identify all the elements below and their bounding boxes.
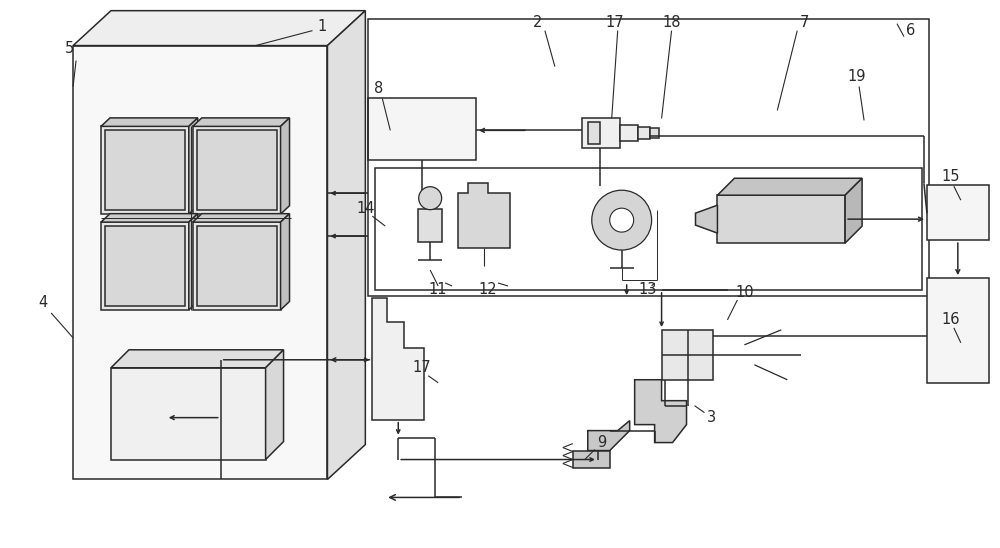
Text: 2: 2 <box>533 15 543 30</box>
Polygon shape <box>193 214 290 222</box>
Polygon shape <box>588 421 630 450</box>
Bar <box>73 45 327 480</box>
Polygon shape <box>635 380 687 443</box>
Text: 7: 7 <box>800 15 809 30</box>
Text: 8: 8 <box>374 81 383 96</box>
Polygon shape <box>193 118 290 127</box>
Text: 16: 16 <box>942 312 960 327</box>
Text: 14: 14 <box>356 201 375 216</box>
Circle shape <box>419 187 442 210</box>
Bar <box>662 330 713 380</box>
Bar <box>101 222 189 310</box>
Polygon shape <box>372 298 424 420</box>
Bar <box>717 195 845 243</box>
Text: 10: 10 <box>735 286 754 300</box>
Text: 17: 17 <box>413 360 432 375</box>
Bar <box>650 128 659 138</box>
Bar <box>193 222 281 310</box>
Bar <box>105 130 185 210</box>
Polygon shape <box>717 178 862 195</box>
Circle shape <box>610 208 634 232</box>
Text: 13: 13 <box>638 282 657 298</box>
Bar <box>197 226 277 306</box>
Bar <box>105 226 185 306</box>
Polygon shape <box>696 205 717 233</box>
Bar <box>101 127 189 214</box>
Polygon shape <box>281 118 290 214</box>
Text: 3: 3 <box>707 410 716 425</box>
Text: 18: 18 <box>662 15 681 30</box>
Polygon shape <box>266 350 284 460</box>
Bar <box>368 99 476 160</box>
Circle shape <box>592 190 652 250</box>
Text: 11: 11 <box>429 282 447 298</box>
Bar <box>197 130 277 210</box>
Bar <box>111 368 266 460</box>
Polygon shape <box>327 10 365 479</box>
Text: 1: 1 <box>318 19 327 34</box>
Bar <box>375 168 922 290</box>
Polygon shape <box>281 214 290 310</box>
Polygon shape <box>573 450 610 467</box>
Bar <box>368 19 929 296</box>
Bar <box>193 127 281 214</box>
Text: 15: 15 <box>942 169 960 184</box>
Text: 19: 19 <box>848 69 866 84</box>
Text: 17: 17 <box>605 15 624 30</box>
Bar <box>927 278 989 383</box>
Bar <box>927 185 989 240</box>
Text: 4: 4 <box>39 295 48 310</box>
Polygon shape <box>458 183 510 248</box>
Text: 9: 9 <box>597 435 606 450</box>
Polygon shape <box>418 209 442 242</box>
Text: 6: 6 <box>906 23 916 38</box>
Polygon shape <box>845 178 862 243</box>
Bar <box>638 127 650 139</box>
Bar <box>620 125 638 141</box>
Polygon shape <box>101 118 198 127</box>
Polygon shape <box>189 214 198 310</box>
Polygon shape <box>111 350 284 368</box>
Bar <box>582 118 620 149</box>
Text: 12: 12 <box>479 282 497 298</box>
Polygon shape <box>73 10 365 45</box>
Polygon shape <box>101 214 198 222</box>
Bar <box>588 122 600 144</box>
Polygon shape <box>189 118 198 214</box>
Text: 5: 5 <box>64 41 74 56</box>
